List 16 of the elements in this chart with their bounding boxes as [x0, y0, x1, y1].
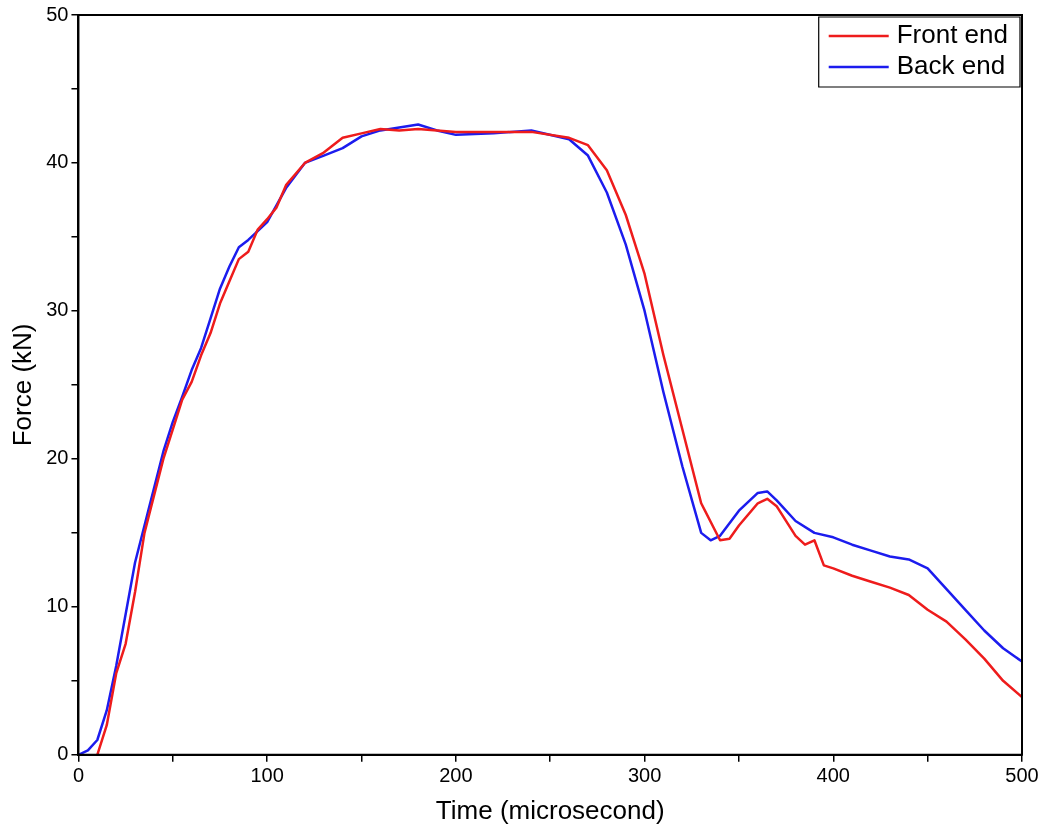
x-tick-label: 100 [250, 764, 284, 787]
x-axis-title: Time (microsecond) [435, 794, 665, 825]
y-tick-label: 20 [46, 446, 69, 469]
y-tick-label: 30 [46, 298, 69, 321]
x-tick-label: 200 [439, 764, 473, 787]
x-tick-label: 0 [72, 764, 85, 787]
y-tick-label: 10 [46, 594, 69, 617]
y-tick-label: 40 [46, 150, 69, 173]
y-axis-title: Force (kN) [6, 323, 37, 447]
x-tick-label: 500 [1005, 764, 1039, 787]
x-tick-label: 300 [627, 764, 662, 787]
y-tick-label: 50 [46, 2, 69, 25]
y-tick-label: 0 [57, 742, 69, 765]
legend-label: Front end [896, 19, 1009, 50]
legend-label: Back end [896, 50, 1006, 81]
x-tick-label: 400 [816, 764, 850, 787]
